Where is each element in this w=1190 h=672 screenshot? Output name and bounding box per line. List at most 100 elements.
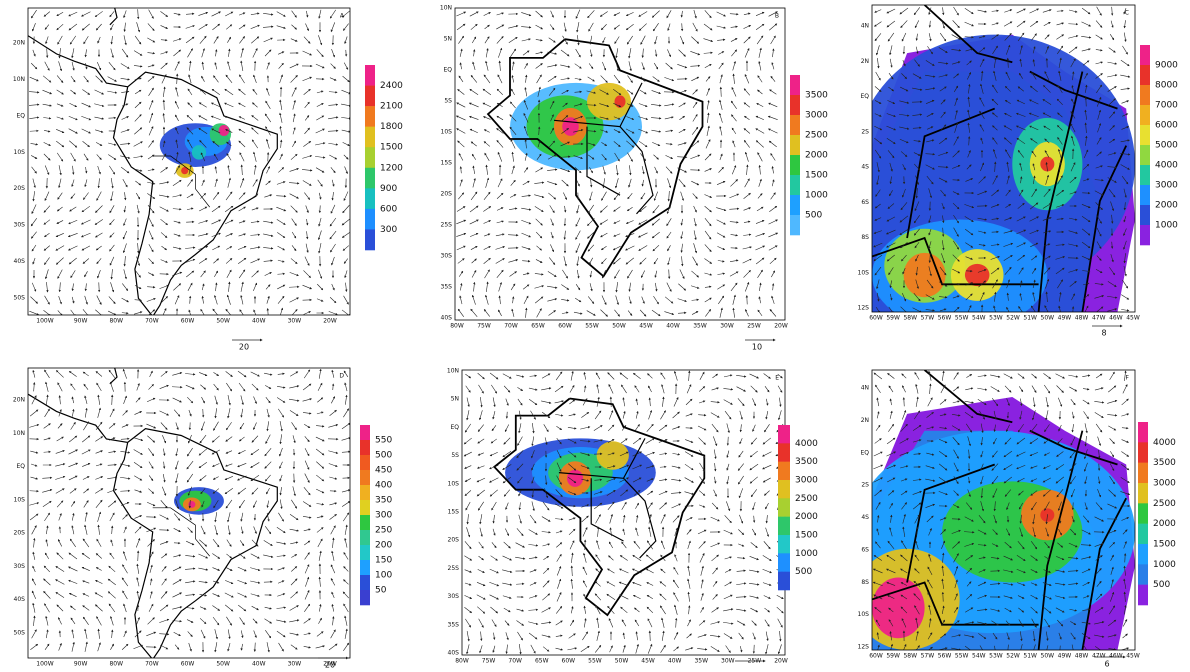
colorbar-label: 7000 xyxy=(1155,101,1178,111)
lat-tick-label: 30S xyxy=(441,253,453,260)
lon-tick-label: 57W xyxy=(921,653,935,660)
colorbar-label: 2000 xyxy=(1153,519,1176,529)
lat-tick-label: 10N xyxy=(13,76,25,83)
map-content xyxy=(854,5,1135,330)
colorbar-label: 1000 xyxy=(1153,560,1176,570)
colorbar-label: 500 xyxy=(1153,580,1170,590)
colorbar-swatch xyxy=(778,553,790,572)
colorbar: 900080007000600050004000300020001000 xyxy=(1140,45,1178,245)
lat-tick-label: 4S xyxy=(861,164,869,171)
lon-tick-label: 75W xyxy=(477,323,491,330)
colorbar-swatch xyxy=(360,545,370,560)
reference-vector-label: 6 xyxy=(1104,660,1109,669)
colorbar-swatch xyxy=(1140,125,1150,145)
colorbar-label: 1000 xyxy=(805,191,828,201)
lat-tick-label: 5N xyxy=(444,36,452,43)
colorbar-label: 50 xyxy=(375,586,387,596)
colorbar-label: 2000 xyxy=(805,151,828,161)
lon-tick-label: 70W xyxy=(145,318,159,325)
lat-tick-label: 12S xyxy=(858,644,870,651)
colorbar-label: 500 xyxy=(375,451,392,461)
lon-tick-label: 50W xyxy=(216,318,230,325)
lon-tick-label: 90W xyxy=(74,318,88,325)
panel-label: C xyxy=(1125,10,1129,17)
field-blob xyxy=(562,117,579,136)
figure: A20N10NEQ10S20S30S40S50S100W90W80W70W60W… xyxy=(0,0,1190,672)
colorbar-swatch xyxy=(790,155,800,175)
colorbar-label: 1000 xyxy=(1155,221,1178,231)
lat-tick-label: 40S xyxy=(448,650,460,657)
lat-tick-label: 25S xyxy=(448,565,460,572)
lat-tick-label: 2N xyxy=(861,417,869,424)
lon-tick-label: 48W xyxy=(1075,653,1089,660)
colorbar-label: 3500 xyxy=(795,457,818,467)
colorbar-label: 300 xyxy=(375,511,392,521)
lat-tick-label: 20S xyxy=(441,191,453,198)
colorbar-swatch xyxy=(790,215,800,235)
lat-tick-label: 30S xyxy=(14,563,26,570)
lon-tick-label: 70W xyxy=(508,658,522,665)
lon-tick-label: 20W xyxy=(774,323,788,330)
reference-vector-label: 20 xyxy=(239,343,249,352)
field-blob xyxy=(597,441,629,470)
lat-tick-label: 40S xyxy=(441,315,453,322)
colorbar-swatch xyxy=(1138,524,1148,545)
colorbar-swatch xyxy=(360,515,370,530)
lat-tick-label: 15S xyxy=(448,509,460,516)
colorbar-label: 4000 xyxy=(795,439,818,449)
colorbar-swatch xyxy=(778,517,790,536)
lon-tick-label: 49W xyxy=(1058,653,1072,660)
colorbar-label: 3000 xyxy=(1153,479,1176,489)
colorbar-label: 500 xyxy=(795,567,812,577)
colorbar-swatch xyxy=(1138,463,1148,484)
colorbar-label: 2000 xyxy=(1155,201,1178,211)
panel-label: F xyxy=(1126,375,1130,382)
lon-tick-label: 60W xyxy=(869,653,883,660)
reference-vector-label: 8 xyxy=(1101,329,1106,338)
lon-tick-label: 60W xyxy=(558,323,572,330)
colorbar-swatch xyxy=(1140,105,1150,125)
lat-tick-label: 20S xyxy=(14,530,26,537)
colorbar-swatch xyxy=(360,440,370,455)
reference-vector-label: 10 xyxy=(752,343,762,352)
lon-tick-label: 65W xyxy=(535,658,549,665)
lon-tick-label: 56W xyxy=(938,315,952,322)
lon-tick-label: 40W xyxy=(252,661,266,668)
field-blob xyxy=(872,577,925,638)
colorbar-swatch xyxy=(365,147,375,168)
lon-tick-label: 40W xyxy=(668,658,682,665)
lat-tick-label: 20N xyxy=(13,397,25,404)
map-content xyxy=(854,370,1135,654)
lon-tick-label: 50W xyxy=(216,661,230,668)
colorbar-label: 900 xyxy=(380,184,397,194)
colorbar-swatch xyxy=(1138,483,1148,504)
lon-tick-label: 45W xyxy=(641,658,655,665)
lon-tick-label: 50W xyxy=(1041,653,1055,660)
colorbar-label: 1000 xyxy=(795,549,818,559)
lat-tick-label: 2S xyxy=(861,482,869,489)
map-panel: F4N2NEQ2S4S6S8S10S12S60W59W58W57W56W55W5… xyxy=(854,370,1176,669)
lon-tick-label: 58W xyxy=(903,315,917,322)
colorbar-label: 1500 xyxy=(805,171,828,181)
colorbar-swatch xyxy=(790,95,800,115)
colorbar-swatch xyxy=(1140,165,1150,185)
colorbar-swatch xyxy=(1140,185,1150,205)
lon-tick-label: 65W xyxy=(531,323,545,330)
colorbar-swatch xyxy=(365,127,375,148)
lon-tick-label: 54W xyxy=(972,315,986,322)
colorbar-swatch xyxy=(1138,544,1148,565)
lon-tick-label: 30W xyxy=(720,323,734,330)
lon-tick-label: 47W xyxy=(1092,315,1106,322)
colorbar-swatch xyxy=(1140,45,1150,65)
lon-tick-label: 55W xyxy=(955,653,969,660)
lon-tick-label: 59W xyxy=(886,653,900,660)
lat-tick-label: 40S xyxy=(14,596,26,603)
lon-tick-label: 58W xyxy=(903,653,917,660)
lat-tick-label: 10S xyxy=(441,129,453,136)
lon-tick-label: 100W xyxy=(36,318,53,325)
colorbar-label: 3500 xyxy=(805,91,828,101)
lat-tick-label: 10S xyxy=(14,496,26,503)
lat-tick-label: 10S xyxy=(858,269,870,276)
colorbar-swatch xyxy=(365,106,375,127)
lat-tick-label: 4N xyxy=(861,385,869,392)
